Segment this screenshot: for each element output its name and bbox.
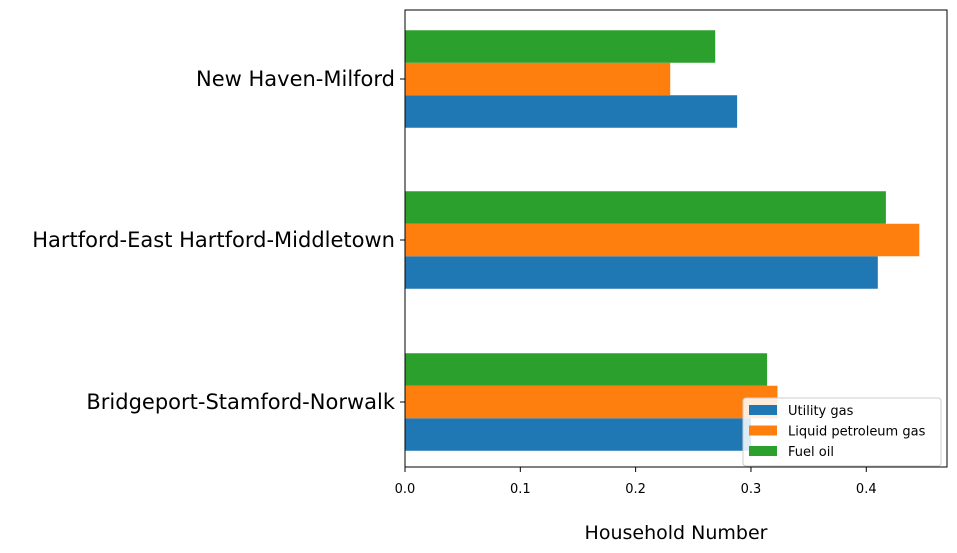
plot-frame <box>404 9 948 468</box>
bar-liquid-petroleum-gas-1 <box>405 223 920 257</box>
bar-utility-gas-1 <box>405 256 878 289</box>
legend-swatch <box>749 425 777 436</box>
x-tick-label: 0.1 <box>510 482 531 497</box>
y-tick-label: New Haven-Milford <box>196 67 395 91</box>
bar-utility-gas-2 <box>405 95 738 128</box>
bar-utility-gas-0 <box>405 418 751 451</box>
bars-layer <box>405 30 920 451</box>
bar-liquid-petroleum-gas-2 <box>405 62 671 96</box>
legend-box <box>742 397 942 467</box>
legend: Utility gas Liquid petroleum gas Fuel oil <box>742 397 942 467</box>
bar-liquid-petroleum-gas-0 <box>405 385 778 419</box>
y-axis: Bridgeport-Stamford-Norwalk Hartford-East… <box>32 67 405 414</box>
bar-fuel-oil-0 <box>405 353 768 386</box>
x-tick-label: 0.0 <box>395 482 416 497</box>
x-tick-label: 0.3 <box>741 482 762 497</box>
legend-label: Utility gas <box>788 404 854 419</box>
x-axis: 0.0 0.1 0.2 0.3 0.4 <box>395 467 877 497</box>
legend-swatch <box>749 446 777 456</box>
bar-fuel-oil-1 <box>405 191 886 224</box>
legend-label: Fuel oil <box>788 445 834 460</box>
x-axis-title: Household Number <box>585 522 768 544</box>
legend-label: Liquid petroleum gas <box>788 425 926 440</box>
bar-fuel-oil-2 <box>405 30 716 63</box>
legend-swatch <box>749 405 777 415</box>
y-tick-label: Hartford-East Hartford-Middletown <box>32 228 395 252</box>
x-tick-label: 0.4 <box>856 482 877 497</box>
y-tick-label: Bridgeport-Stamford-Norwalk <box>86 390 395 414</box>
x-tick-label: 0.2 <box>625 482 646 497</box>
